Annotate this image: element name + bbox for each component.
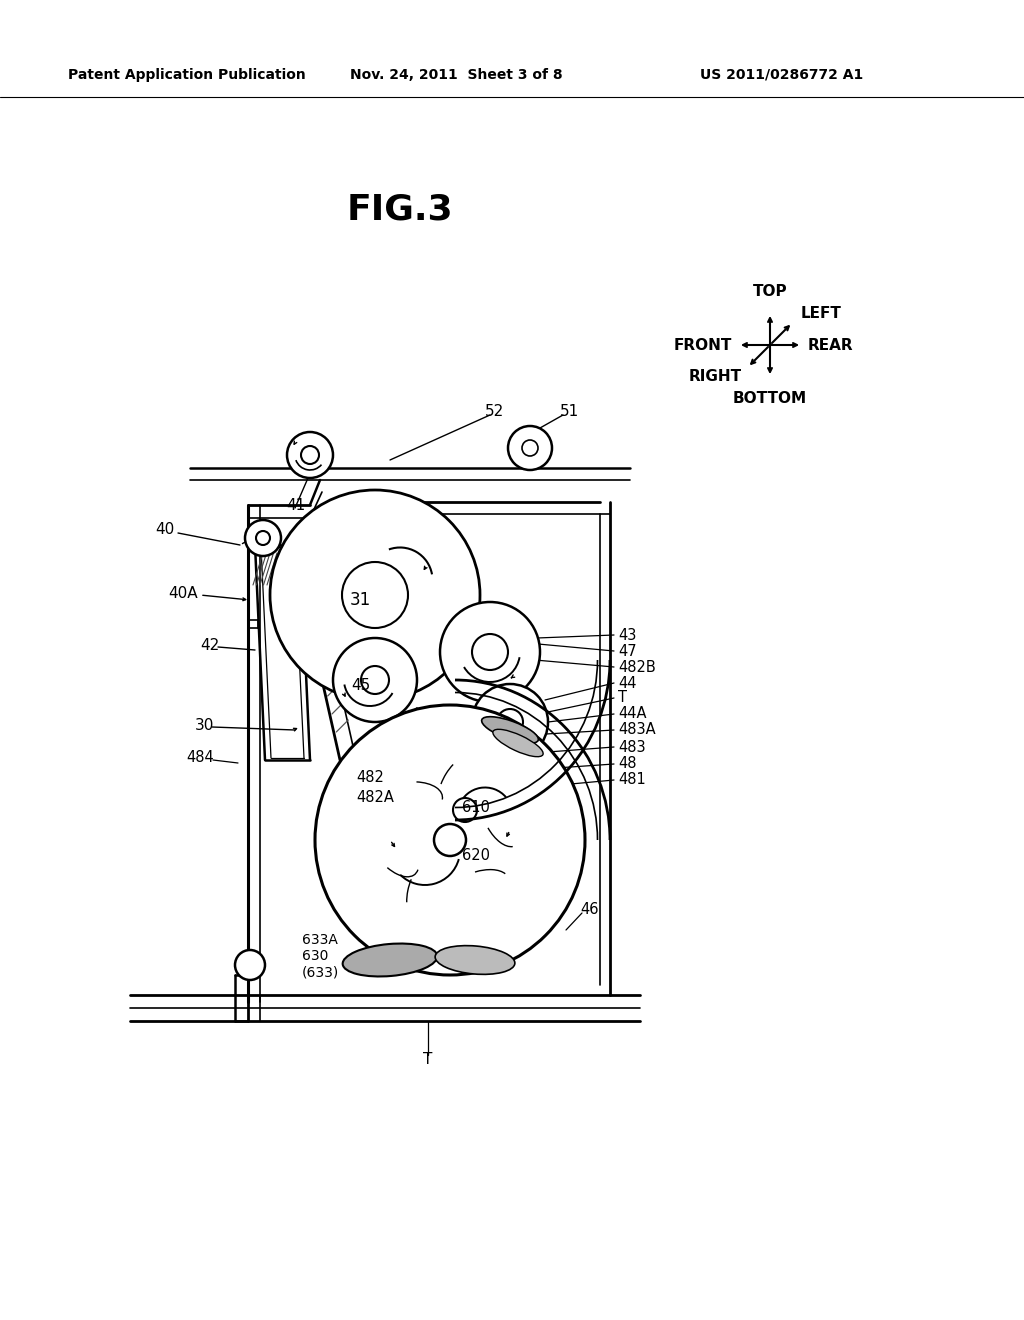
Text: 43: 43 bbox=[618, 627, 636, 643]
Circle shape bbox=[315, 705, 585, 975]
Text: 484: 484 bbox=[186, 751, 214, 766]
Text: 40A: 40A bbox=[168, 586, 198, 601]
Text: 483A: 483A bbox=[618, 722, 655, 738]
Circle shape bbox=[245, 520, 281, 556]
Text: 610: 610 bbox=[462, 800, 489, 816]
Text: 481: 481 bbox=[618, 772, 646, 788]
Text: 482B: 482B bbox=[618, 660, 655, 675]
Ellipse shape bbox=[481, 717, 539, 743]
Circle shape bbox=[287, 432, 333, 478]
Text: 483: 483 bbox=[618, 739, 645, 755]
Text: 31: 31 bbox=[349, 591, 371, 609]
Text: 30: 30 bbox=[195, 718, 214, 733]
Text: 42: 42 bbox=[200, 638, 219, 652]
Circle shape bbox=[333, 638, 417, 722]
Text: BOTTOM: BOTTOM bbox=[733, 391, 807, 407]
Circle shape bbox=[497, 709, 523, 735]
Text: Nov. 24, 2011  Sheet 3 of 8: Nov. 24, 2011 Sheet 3 of 8 bbox=[350, 69, 562, 82]
Text: FRONT: FRONT bbox=[674, 338, 732, 352]
Text: T: T bbox=[618, 690, 627, 705]
Text: 633A: 633A bbox=[302, 933, 338, 946]
Text: 482A: 482A bbox=[356, 791, 394, 805]
Text: 47: 47 bbox=[618, 644, 637, 659]
Circle shape bbox=[301, 446, 319, 465]
Circle shape bbox=[522, 440, 538, 455]
Circle shape bbox=[256, 531, 270, 545]
Circle shape bbox=[361, 667, 389, 694]
Text: US 2011/0286772 A1: US 2011/0286772 A1 bbox=[700, 69, 863, 82]
Ellipse shape bbox=[343, 944, 437, 977]
Text: (633): (633) bbox=[302, 965, 339, 979]
Text: 48: 48 bbox=[618, 756, 637, 771]
Text: 40: 40 bbox=[155, 523, 174, 537]
Circle shape bbox=[472, 634, 508, 671]
Text: LEFT: LEFT bbox=[801, 306, 842, 321]
Text: REAR: REAR bbox=[808, 338, 854, 352]
Ellipse shape bbox=[435, 945, 515, 974]
Circle shape bbox=[508, 426, 552, 470]
Text: 620: 620 bbox=[462, 847, 490, 862]
Circle shape bbox=[234, 950, 265, 979]
Text: 44: 44 bbox=[618, 676, 637, 690]
Text: RIGHT: RIGHT bbox=[688, 370, 741, 384]
Circle shape bbox=[434, 824, 466, 855]
Text: 52: 52 bbox=[485, 404, 504, 420]
Text: 51: 51 bbox=[560, 404, 580, 420]
Text: 46: 46 bbox=[580, 903, 598, 917]
Text: 44A: 44A bbox=[618, 706, 646, 722]
Text: 482: 482 bbox=[356, 771, 384, 785]
Ellipse shape bbox=[493, 730, 543, 756]
Text: T: T bbox=[423, 1052, 433, 1068]
Circle shape bbox=[440, 602, 540, 702]
Text: Patent Application Publication: Patent Application Publication bbox=[68, 69, 306, 82]
Text: FIG.3: FIG.3 bbox=[347, 193, 454, 227]
Text: TOP: TOP bbox=[753, 284, 787, 300]
Circle shape bbox=[342, 562, 408, 628]
Text: 41: 41 bbox=[286, 499, 305, 513]
Circle shape bbox=[472, 684, 548, 760]
Circle shape bbox=[270, 490, 480, 700]
Circle shape bbox=[453, 799, 477, 822]
Text: 45: 45 bbox=[351, 677, 371, 693]
Text: 630: 630 bbox=[302, 949, 329, 964]
